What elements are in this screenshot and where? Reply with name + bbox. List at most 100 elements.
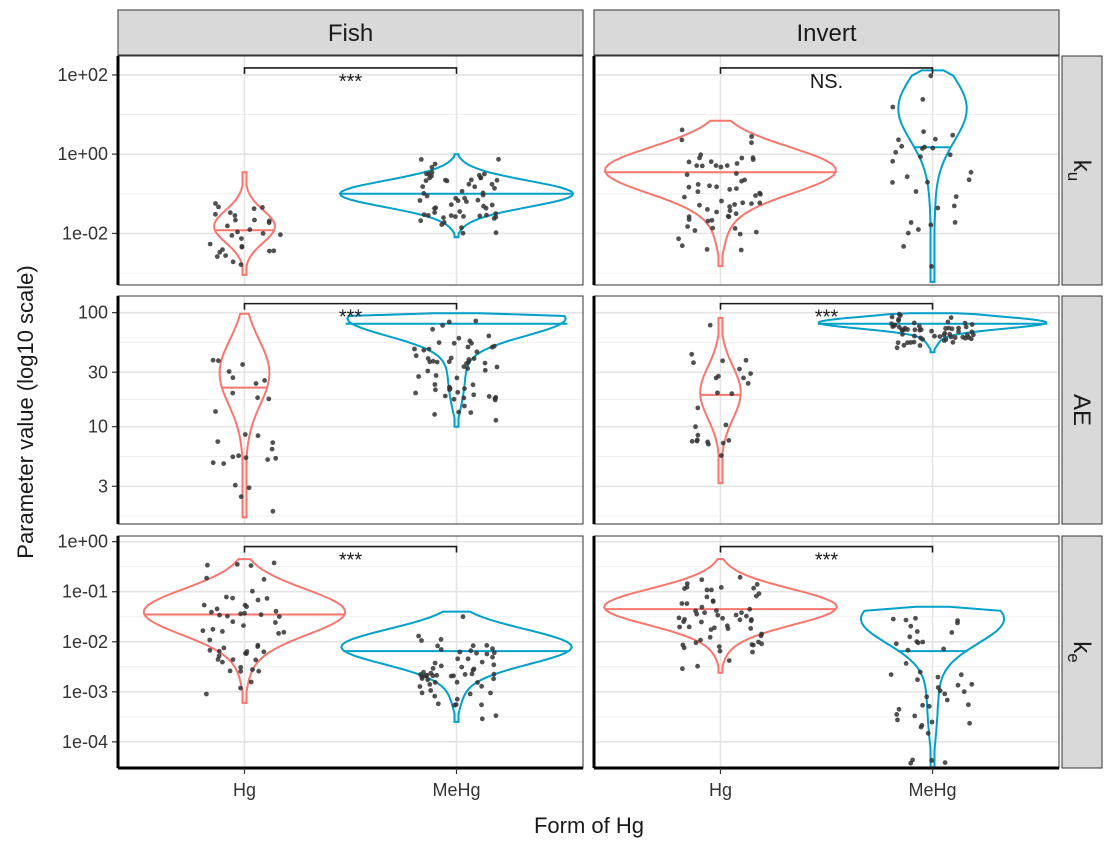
data-point bbox=[432, 210, 437, 216]
data-point bbox=[484, 651, 490, 657]
data-point bbox=[421, 191, 427, 196]
data-point bbox=[679, 137, 685, 143]
data-point bbox=[750, 649, 755, 655]
data-point bbox=[677, 624, 682, 630]
data-point bbox=[244, 604, 250, 610]
data-point bbox=[416, 633, 421, 639]
data-point bbox=[704, 594, 710, 600]
data-point bbox=[455, 389, 461, 395]
data-point bbox=[948, 315, 954, 320]
data-point bbox=[914, 629, 920, 634]
data-point bbox=[262, 378, 267, 383]
data-point bbox=[737, 231, 743, 237]
data-point bbox=[930, 145, 936, 151]
data-point bbox=[947, 331, 953, 337]
data-point bbox=[900, 331, 905, 337]
data-point bbox=[699, 604, 705, 610]
data-point bbox=[413, 390, 418, 396]
data-point bbox=[461, 395, 467, 401]
data-point bbox=[251, 206, 257, 212]
data-point bbox=[754, 582, 760, 587]
data-point bbox=[908, 760, 914, 766]
data-point bbox=[679, 127, 685, 133]
data-point bbox=[758, 633, 764, 639]
y-tick-label: 10 bbox=[88, 417, 108, 437]
data-point bbox=[255, 395, 260, 401]
data-point bbox=[919, 723, 925, 728]
data-point bbox=[725, 213, 731, 219]
significance-bracket bbox=[719, 67, 934, 74]
data-point bbox=[707, 183, 712, 189]
data-point bbox=[213, 409, 218, 414]
facet-label-ke: ke bbox=[1064, 641, 1095, 662]
data-point bbox=[493, 395, 499, 400]
data-point bbox=[464, 199, 469, 205]
facet-strip-fish bbox=[117, 9, 584, 56]
data-point bbox=[239, 236, 244, 242]
data-point bbox=[435, 643, 440, 649]
data-point bbox=[732, 202, 737, 207]
data-point bbox=[740, 200, 746, 206]
data-point bbox=[466, 357, 472, 362]
data-point bbox=[210, 626, 216, 632]
data-point bbox=[419, 674, 425, 680]
data-point bbox=[925, 179, 930, 185]
data-point bbox=[905, 647, 911, 653]
data-point bbox=[915, 677, 920, 683]
data-point bbox=[727, 187, 733, 192]
data-point bbox=[685, 224, 690, 230]
data-point bbox=[710, 599, 716, 604]
data-point bbox=[496, 156, 501, 162]
data-point bbox=[238, 494, 244, 500]
panel-invert-ke: *** bbox=[593, 535, 1060, 769]
data-point bbox=[444, 178, 450, 184]
data-point bbox=[749, 140, 754, 146]
significance-bracket bbox=[719, 302, 934, 310]
data-point bbox=[281, 629, 287, 635]
data-point bbox=[438, 647, 444, 652]
data-point bbox=[427, 682, 433, 687]
data-point bbox=[416, 374, 421, 379]
data-point bbox=[911, 320, 917, 326]
data-point bbox=[238, 664, 244, 670]
data-point bbox=[952, 220, 958, 225]
data-point bbox=[442, 393, 448, 399]
facet-strip-invert bbox=[593, 9, 1060, 56]
data-point bbox=[230, 619, 236, 625]
data-point bbox=[920, 639, 926, 645]
data-point bbox=[456, 335, 462, 341]
data-point bbox=[944, 697, 950, 703]
y-tick-label: 1e-03 bbox=[62, 682, 108, 702]
data-point bbox=[456, 409, 462, 415]
data-point bbox=[933, 136, 938, 142]
data-point bbox=[205, 562, 210, 568]
data-point bbox=[220, 659, 225, 665]
data-point bbox=[967, 720, 972, 726]
data-point bbox=[935, 205, 941, 211]
data-point bbox=[680, 666, 685, 672]
data-point bbox=[489, 202, 495, 208]
data-point bbox=[720, 440, 726, 446]
data-point bbox=[438, 663, 444, 669]
data-point bbox=[968, 336, 974, 342]
data-point bbox=[230, 657, 236, 662]
data-point bbox=[694, 437, 700, 443]
violin-mehg bbox=[346, 312, 567, 428]
data-point bbox=[699, 619, 704, 625]
data-point bbox=[693, 424, 698, 430]
data-point bbox=[918, 327, 924, 332]
data-point bbox=[220, 247, 225, 253]
data-point bbox=[695, 405, 701, 411]
data-point bbox=[901, 244, 906, 249]
data-point bbox=[956, 325, 961, 331]
data-point bbox=[759, 641, 764, 647]
data-point bbox=[273, 455, 279, 461]
data-point bbox=[709, 587, 714, 593]
data-point bbox=[742, 177, 747, 183]
y-axis-title: Parameter value (log10 scale) bbox=[13, 265, 38, 558]
data-point bbox=[699, 577, 705, 583]
data-point bbox=[738, 247, 744, 253]
data-point bbox=[238, 262, 244, 267]
data-point bbox=[486, 394, 492, 399]
data-point bbox=[903, 661, 909, 666]
